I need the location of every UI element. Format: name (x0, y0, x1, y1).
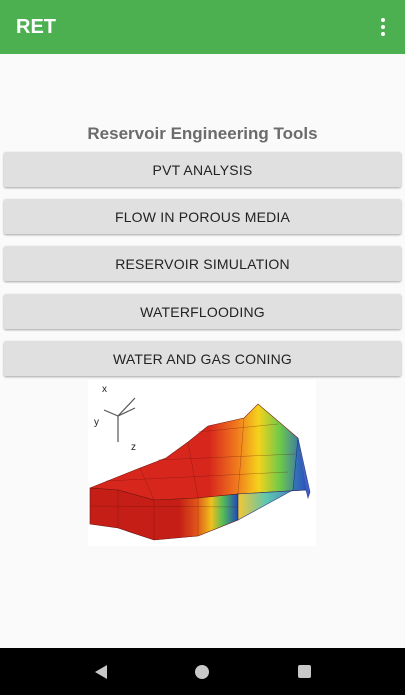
reservoir-model-graphic: x y z (89, 384, 311, 541)
reservoir-top-surface (89, 403, 307, 501)
back-triangle-icon (94, 664, 107, 679)
axis-triad: x y z (94, 384, 136, 453)
recents-button[interactable] (284, 652, 324, 692)
water-and-gas-coning-button[interactable]: WATER AND GAS CONING (4, 341, 401, 376)
app-title: RET (16, 15, 56, 38)
home-button[interactable] (182, 652, 222, 692)
back-button[interactable] (81, 652, 121, 692)
more-vert-dot (381, 25, 385, 29)
mesh-grid (89, 417, 297, 540)
home-circle-icon (195, 664, 210, 679)
page-heading: Reservoir Engineering Tools (87, 124, 318, 143)
app-bar: RET (0, 0, 405, 54)
reservoir-simulation-button[interactable]: RESERVOIR SIMULATION (4, 246, 401, 281)
more-vert-icon (381, 18, 385, 22)
more-vert-dot (381, 32, 385, 36)
reservoir-model-image: x y z (88, 380, 316, 546)
recents-square-icon (297, 665, 311, 678)
flow-in-porous-media-button[interactable]: FLOW IN POROUS MEDIA (4, 199, 401, 234)
reservoir-side-face (237, 437, 311, 521)
pvt-analysis-button[interactable]: PVT ANALYSIS (4, 152, 401, 187)
y-axis-label: y (94, 417, 99, 428)
z-axis-label: z (131, 442, 136, 453)
x-axis-label: x (102, 384, 107, 395)
overflow-menu-button[interactable] (371, 7, 395, 47)
main-content: Reservoir Engineering Tools PVT ANALYSIS… (0, 54, 405, 648)
system-navigation-bar (0, 648, 405, 695)
waterflooding-button[interactable]: WATERFLOODING (4, 294, 401, 329)
